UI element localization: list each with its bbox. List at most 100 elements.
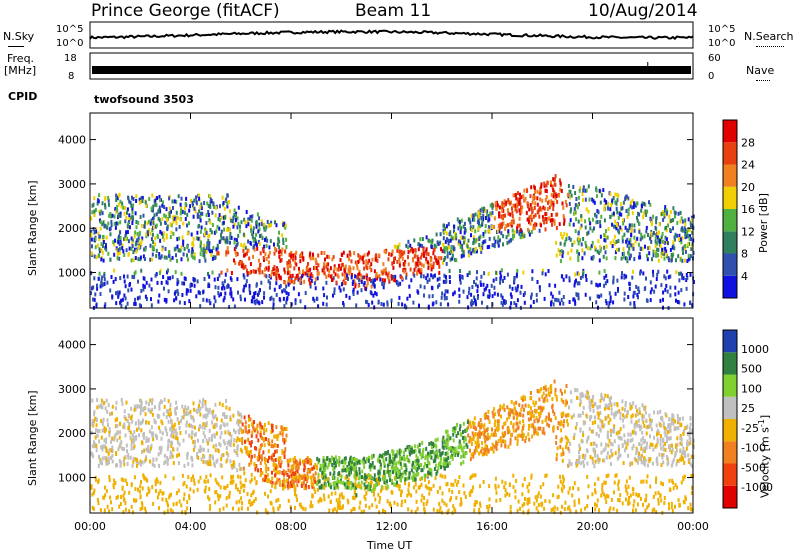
velocity-echo-cell xyxy=(561,447,564,452)
power-echo-cell xyxy=(562,277,565,282)
velocity-echo-cell xyxy=(309,467,312,472)
velocity-echo-cell xyxy=(296,497,299,502)
velocity-echo-cell xyxy=(215,443,218,448)
velocity-echo-cell xyxy=(584,420,587,425)
velocity-echo-cell xyxy=(323,497,326,502)
power-echo-cell xyxy=(120,204,123,209)
power-echo-cell xyxy=(482,231,485,236)
velocity-echo-cell xyxy=(484,412,487,417)
velocity-echo-cell xyxy=(256,430,259,435)
power-echo-cell xyxy=(123,279,126,284)
velocity-echo-cell xyxy=(535,506,538,511)
power-echo-cell xyxy=(152,225,155,230)
power-echo-cell xyxy=(170,230,173,235)
velocity-echo-cell xyxy=(301,476,304,481)
velocity-echo-cell xyxy=(589,402,592,407)
power-echo-cell xyxy=(412,300,415,305)
power-echo-cell xyxy=(444,239,447,244)
velocity-echo-cell xyxy=(504,493,507,498)
velocity-echo-cell xyxy=(521,404,524,409)
power-echo-cell xyxy=(574,299,576,304)
power-echo-cell xyxy=(575,217,578,222)
velocity-echo-cell xyxy=(277,457,280,462)
power-echo-cell xyxy=(423,253,425,258)
velocity-echo-cell xyxy=(514,495,517,500)
velocity-echo-cell xyxy=(570,415,573,420)
power-echo-cell xyxy=(135,220,138,224)
velocity-echo-cell xyxy=(476,436,479,441)
power-echo-cell xyxy=(229,240,231,245)
power-echo-cell xyxy=(585,207,588,212)
power-echo-cell xyxy=(247,248,250,253)
power-echo-cell xyxy=(339,258,342,262)
power-echo-cell xyxy=(253,270,256,274)
velocity-echo-cell xyxy=(406,476,409,481)
power-echo-cell xyxy=(660,235,663,240)
power-echo-cell xyxy=(491,294,494,299)
velocity-echo-cell xyxy=(414,482,417,487)
power-echo-cell xyxy=(209,249,211,254)
velocity-echo-cell xyxy=(312,473,315,478)
power-echo-cell xyxy=(595,194,598,199)
power-echo-cell xyxy=(259,263,261,268)
power-echo-cell xyxy=(658,222,661,227)
velocity-echo-cell xyxy=(322,456,325,461)
power-echo-cell xyxy=(156,196,159,200)
power-echo-cell xyxy=(149,257,152,262)
power-echo-cell xyxy=(177,194,180,199)
power-echo-cell xyxy=(670,258,673,263)
velocity-echo-cell xyxy=(275,434,278,439)
velocity-echo-cell xyxy=(134,487,137,491)
velocity-echo-cell xyxy=(293,475,296,480)
power-echo-cell xyxy=(627,295,630,299)
power-echo-cell xyxy=(629,242,632,247)
power-echo-cell xyxy=(433,273,436,278)
power-echo-cell xyxy=(264,252,267,257)
velocity-echo-cell xyxy=(178,499,181,504)
power-echo-cell xyxy=(657,269,660,274)
velocity-echo-cell xyxy=(625,479,628,484)
velocity-echo-cell xyxy=(267,494,269,499)
velocity-echo-cell xyxy=(345,481,348,486)
power-echo-cell xyxy=(627,196,630,201)
velocity-echo-cell xyxy=(606,430,609,435)
velocity-echo-cell xyxy=(166,447,169,452)
power-echo-cell xyxy=(484,239,487,244)
power-echo-cell xyxy=(668,214,671,219)
velocity-echo-cell xyxy=(659,493,662,498)
power-echo-cell xyxy=(125,215,128,220)
power-echo-cell xyxy=(593,200,596,205)
velocity-echo-cell xyxy=(452,482,455,487)
power-echo-cell xyxy=(109,212,112,216)
velocity-echo-cell xyxy=(415,499,418,504)
velocity-echo-cell xyxy=(190,423,193,428)
velocity-echo-cell xyxy=(311,504,314,509)
power-echo-cell xyxy=(299,252,302,257)
power-echo-cell xyxy=(545,212,548,216)
velocity-echo-cell xyxy=(407,488,410,493)
power-echo-cell xyxy=(159,209,162,214)
power-echo-cell xyxy=(257,229,260,234)
power-echo-cell xyxy=(187,257,189,262)
power-echo-cell xyxy=(191,241,194,246)
power-echo-cell xyxy=(314,257,317,262)
power-echo-cell xyxy=(657,248,660,252)
velocity-echo-cell xyxy=(395,483,398,488)
velocity-echo-cell xyxy=(376,458,379,463)
power-echo-cell xyxy=(543,206,546,211)
power-echo-cell xyxy=(533,185,536,190)
velocity-echo-cell xyxy=(134,421,137,426)
power-echo-cell xyxy=(134,301,137,306)
power-echo-cell xyxy=(145,280,148,285)
velocity-echo-cell xyxy=(594,415,596,420)
velocity-echo-cell xyxy=(536,388,539,393)
power-echo-cell xyxy=(562,205,565,210)
power-echo-cell xyxy=(628,246,631,251)
power-echo-cell xyxy=(589,246,592,251)
power-echo-cell xyxy=(491,210,494,215)
power-echo-cell xyxy=(581,256,584,261)
velocity-echo-cell xyxy=(657,490,660,495)
velocity-echo-cell xyxy=(594,502,596,507)
velocity-echo-cell xyxy=(665,427,668,432)
power-echo-cell xyxy=(358,271,361,276)
